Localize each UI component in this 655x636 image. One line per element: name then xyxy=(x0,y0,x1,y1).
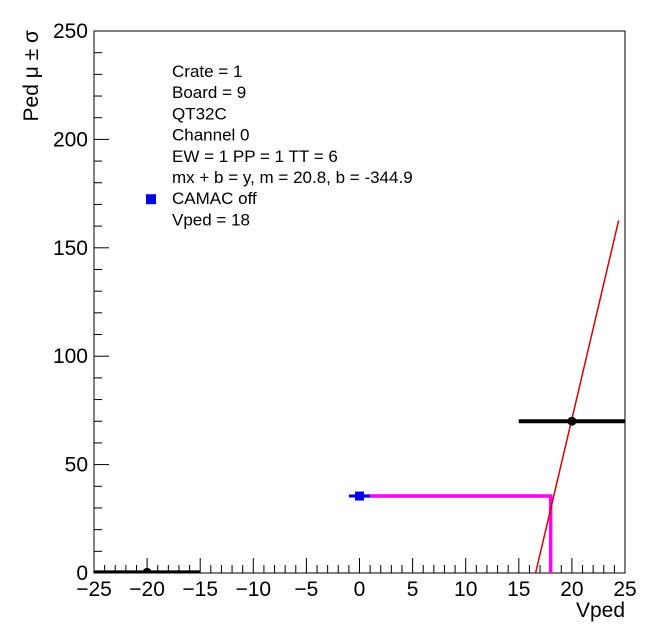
legend-line: Crate = 1 xyxy=(172,62,242,81)
x-tick-label: 15 xyxy=(507,578,530,601)
legend-line: Channel 0 xyxy=(172,126,250,145)
y-tick-label: 100 xyxy=(53,345,88,368)
camac-point xyxy=(355,491,364,501)
legend-line: mx + b = y, m = 20.8, b = -344.9 xyxy=(172,168,413,187)
x-tick-label: −10 xyxy=(235,578,271,601)
legend-line: Board = 9 xyxy=(172,83,246,102)
y-axis-label: Ped μ ± σ xyxy=(20,30,43,121)
x-tick-label: 25 xyxy=(613,578,636,601)
y-tick-label: 250 xyxy=(53,20,88,43)
axis-ticks xyxy=(93,30,626,574)
y-tick-label: 150 xyxy=(53,237,88,260)
x-tick-label: 20 xyxy=(560,578,583,601)
legend-line: CAMAC off xyxy=(172,189,257,208)
data-point xyxy=(142,567,152,573)
data-layer xyxy=(94,220,625,573)
x-axis-label: Vped xyxy=(576,599,625,622)
data-point xyxy=(567,416,577,426)
y-tick-label: 200 xyxy=(53,128,88,151)
legend-line: Vped = 18 xyxy=(172,210,250,229)
legend: Crate = 1 Board = 9 QT32C Channel 0 EW = 1 P… xyxy=(146,62,413,229)
y-tick-label: 0 xyxy=(76,562,88,585)
x-tick-label: −15 xyxy=(182,578,218,601)
x-tick-label: 5 xyxy=(407,578,419,601)
legend-marker xyxy=(146,194,156,205)
x-tick-label: −25 xyxy=(76,578,112,601)
x-tick-label: 0 xyxy=(354,578,366,601)
x-tick-label: 10 xyxy=(454,578,477,601)
fit-line xyxy=(534,220,620,573)
vped-marker-line xyxy=(359,494,553,573)
x-tick-label: −20 xyxy=(129,578,165,601)
y-tick-labels: 0 50 100 150 200 250 xyxy=(53,20,88,585)
x-tick-label: −5 xyxy=(294,578,318,601)
legend-line: EW = 1 PP = 1 TT = 6 xyxy=(172,147,338,166)
data-clip-group xyxy=(94,220,625,573)
y-tick-label: 50 xyxy=(65,454,88,477)
legend-line: QT32C xyxy=(172,104,227,123)
x-tick-labels: −25 −20 −15 −10 −5 0 5 10 15 20 25 xyxy=(76,578,636,601)
